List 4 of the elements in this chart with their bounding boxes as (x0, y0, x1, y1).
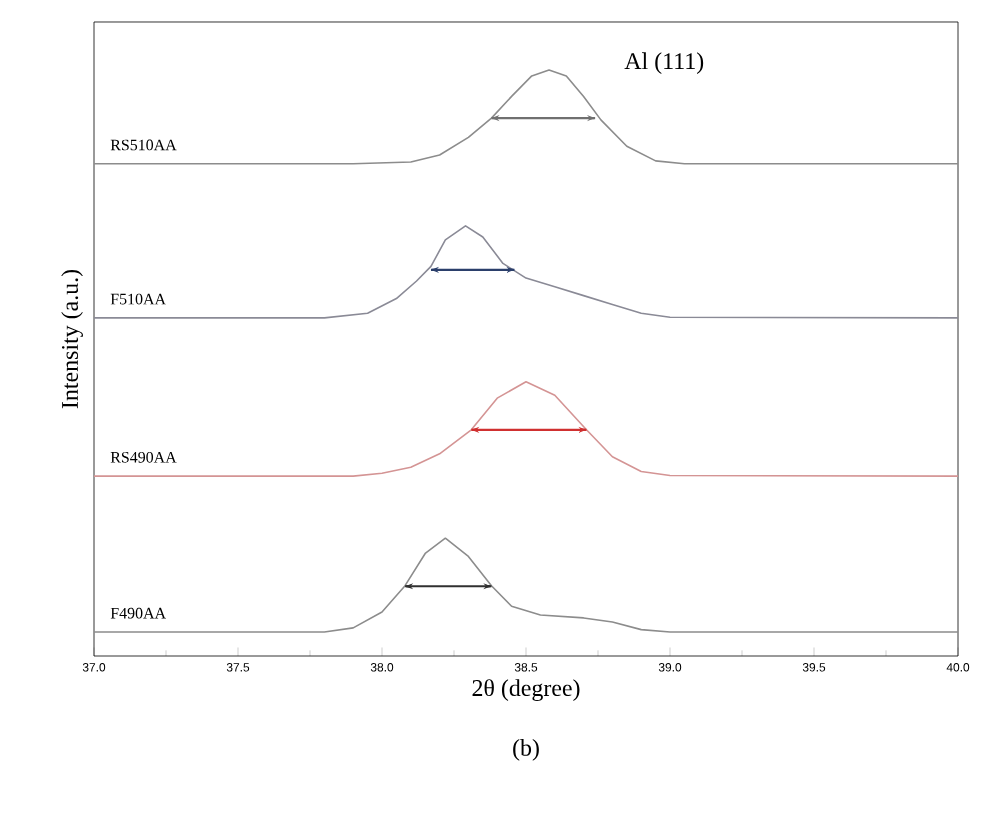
y-axis-title: Intensity (a.u.) (61, 269, 83, 409)
annotation: Al (111) (624, 52, 704, 75)
text: (b) (513, 739, 539, 761)
x-axis-title: 2θ (degree) (472, 679, 580, 702)
